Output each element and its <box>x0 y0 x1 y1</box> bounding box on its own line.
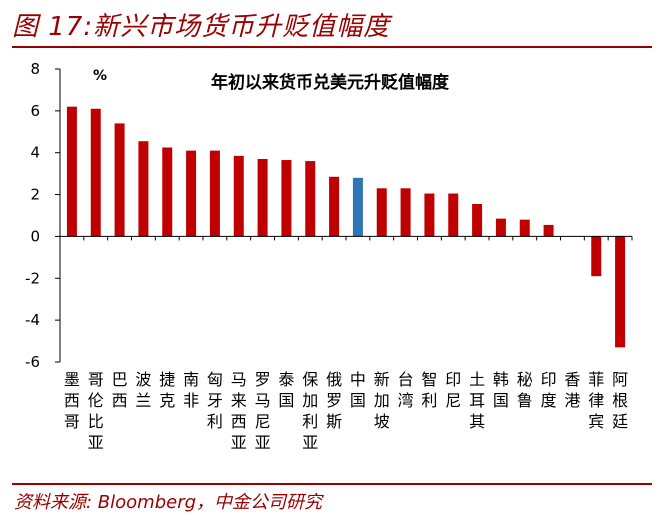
y-tick-label: 2 <box>30 186 40 204</box>
bar-16 <box>424 193 435 237</box>
bar-2 <box>90 108 101 237</box>
bar-5 <box>162 147 173 237</box>
bar-13 <box>352 177 363 237</box>
category-label: 中国 <box>350 370 366 410</box>
category-label: 菲律宾 <box>588 370 604 431</box>
category-label: 马来西亚 <box>231 370 247 452</box>
category-label: 匈牙利 <box>207 370 223 431</box>
unit-label: % <box>93 68 107 84</box>
y-tick-label: -2 <box>25 269 40 287</box>
figure-title: 图 17:新兴市场货币升贬值幅度 <box>12 12 391 42</box>
bar-8 <box>233 155 244 237</box>
bar-3 <box>114 123 125 237</box>
bar-24 <box>615 236 626 348</box>
y-tick-label: 4 <box>30 144 40 162</box>
y-tick-label: 0 <box>30 227 40 245</box>
bar-6 <box>186 150 197 237</box>
category-label: 土耳其 <box>469 370 485 431</box>
bar-7 <box>209 150 220 237</box>
category-label: 韩国 <box>493 370 509 410</box>
bar-20 <box>519 219 530 237</box>
bar-10 <box>281 160 292 237</box>
category-label: 墨西哥 <box>64 370 80 431</box>
category-label: 新加坡 <box>374 370 390 431</box>
title-rule <box>12 46 652 48</box>
category-label: 巴西 <box>112 370 128 410</box>
category-label: 台湾 <box>398 370 414 410</box>
category-label: 保加利亚 <box>302 370 318 452</box>
bar-15 <box>400 188 411 237</box>
bar-17 <box>448 193 459 237</box>
category-label: 智利 <box>421 370 437 410</box>
chart-title: 年初以来货币兑美元升贬值幅度 <box>211 72 450 93</box>
bar-1 <box>66 106 77 237</box>
source-note: 资料来源: Bloomberg，中金公司研究 <box>14 492 323 513</box>
y-tick-label: -4 <box>25 311 40 329</box>
bar-4 <box>138 141 149 237</box>
bar-9 <box>257 158 268 237</box>
y-tick-label: 8 <box>30 60 40 78</box>
bar-23 <box>591 236 602 277</box>
category-label: 香港 <box>564 370 580 410</box>
bar-19 <box>495 218 506 237</box>
category-label: 罗马尼亚 <box>255 370 271 452</box>
category-label: 阿根廷 <box>612 370 628 431</box>
bar-21 <box>543 224 554 237</box>
y-tick-label: -6 <box>25 353 40 371</box>
category-label: 泰国 <box>278 370 294 410</box>
category-label: 秘鲁 <box>517 370 533 410</box>
category-label: 波兰 <box>135 370 151 410</box>
category-label: 哥伦比亚 <box>88 370 104 452</box>
category-label: 南非 <box>183 370 199 410</box>
source-rule <box>12 483 652 485</box>
category-label: 印度 <box>541 370 557 410</box>
bar-18 <box>472 203 483 237</box>
bar-12 <box>329 176 340 237</box>
category-label: 俄罗斯 <box>326 370 342 431</box>
category-label: 捷克 <box>159 370 175 410</box>
bar-11 <box>305 161 316 237</box>
y-tick-label: 6 <box>30 102 40 120</box>
category-label: 印尼 <box>445 370 461 410</box>
bar-14 <box>376 188 387 237</box>
